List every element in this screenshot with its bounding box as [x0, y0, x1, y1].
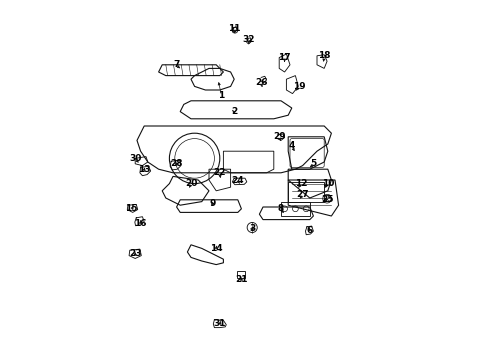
- Bar: [288, 182, 324, 202]
- Text: 6: 6: [307, 226, 313, 235]
- Text: 22: 22: [214, 168, 226, 177]
- Text: 23: 23: [129, 249, 142, 258]
- Text: 20: 20: [185, 179, 197, 188]
- Text: 18: 18: [318, 51, 330, 60]
- Text: 24: 24: [231, 176, 244, 185]
- Text: 28: 28: [171, 159, 183, 168]
- Text: 10: 10: [321, 179, 334, 188]
- Text: 16: 16: [134, 219, 147, 228]
- Text: 15: 15: [125, 204, 138, 213]
- Text: 5: 5: [310, 159, 317, 168]
- Text: 1: 1: [219, 91, 225, 100]
- Text: 27: 27: [296, 190, 309, 199]
- Text: 14: 14: [210, 244, 222, 253]
- Text: 9: 9: [209, 199, 216, 208]
- Text: 17: 17: [278, 53, 291, 62]
- Text: 25: 25: [321, 195, 334, 204]
- Text: 32: 32: [243, 35, 255, 44]
- Text: 7: 7: [173, 60, 180, 69]
- Text: 19: 19: [293, 82, 305, 91]
- Text: 30: 30: [129, 154, 142, 163]
- Text: 2: 2: [231, 107, 237, 116]
- Text: 29: 29: [273, 132, 286, 141]
- Text: 31: 31: [214, 320, 226, 328]
- Text: 21: 21: [235, 275, 247, 284]
- Text: 12: 12: [294, 179, 307, 188]
- Text: 13: 13: [138, 165, 150, 174]
- Bar: [238, 271, 245, 278]
- Text: 8: 8: [278, 204, 284, 213]
- Text: 3: 3: [249, 224, 255, 233]
- Text: 26: 26: [255, 78, 268, 87]
- Text: 4: 4: [289, 141, 295, 150]
- Text: 11: 11: [228, 24, 241, 33]
